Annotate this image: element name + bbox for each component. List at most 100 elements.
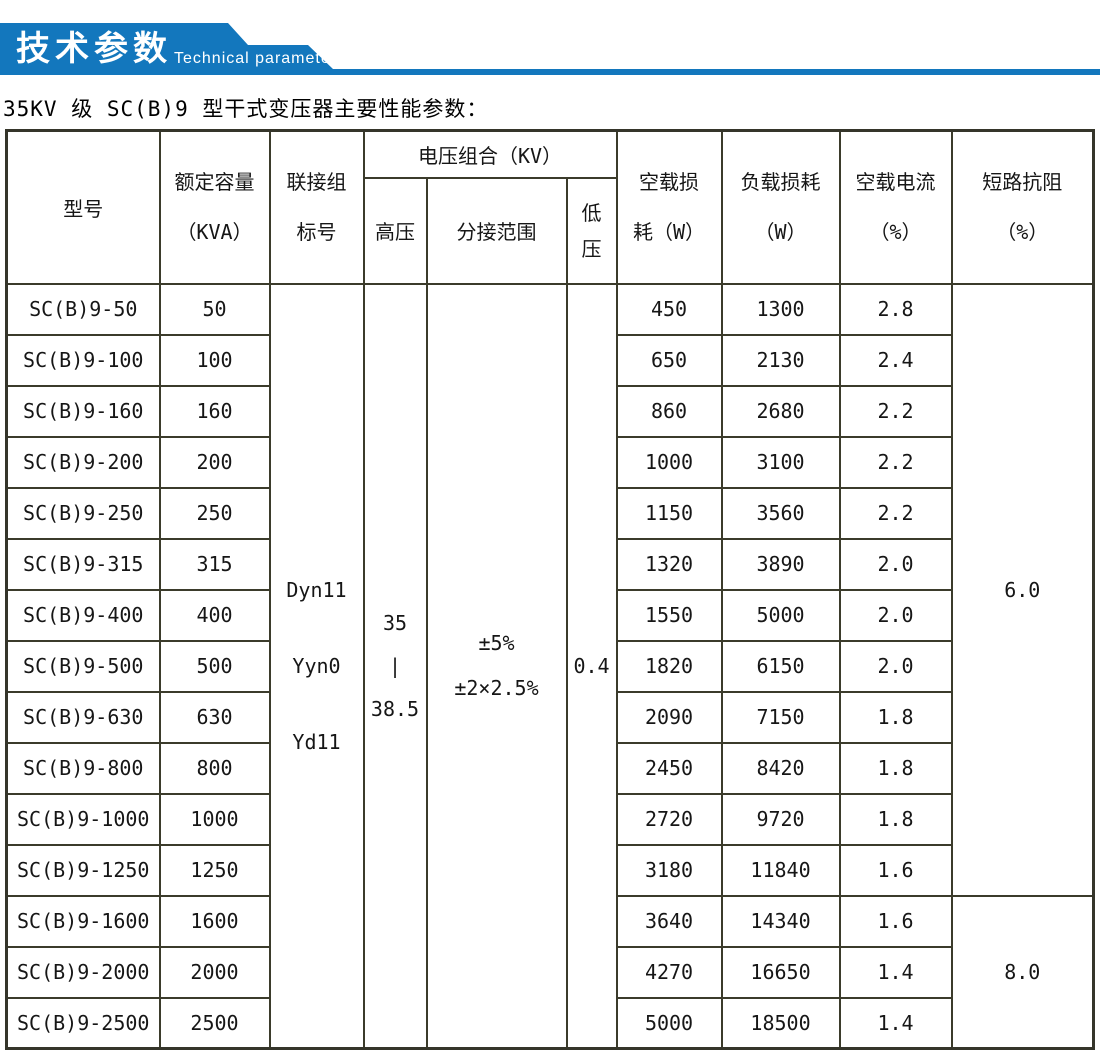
load-loss-cell: 3100 — [720, 435, 841, 489]
table-row: SC(B)9-100 100 650 2130 2.4 — [5, 333, 1094, 387]
no-load-loss-cell: 650 — [615, 333, 723, 387]
capacity-cell: 500 — [158, 639, 271, 693]
no-load-current-cell: 2.0 — [838, 537, 953, 591]
no-load-loss-cell: 1550 — [615, 588, 723, 642]
model-cell: SC(B)9-400 — [5, 588, 161, 642]
model-cell: SC(B)9-160 — [5, 384, 161, 438]
banner-title-cn: 技术参数 — [16, 30, 172, 68]
no-load-current-cell: 2.4 — [838, 333, 953, 387]
tap-range-merged-cell: ±5% ±2×2.5% — [425, 282, 568, 1050]
col-header-no-load-loss: 空载损 耗（W） — [615, 129, 723, 285]
no-load-loss-cell: 3640 — [615, 894, 723, 948]
table-caption: 35KV 级 SC(B)9 型干式变压器主要性能参数： — [3, 97, 489, 121]
table-row: SC(B)9-315 315 1320 3890 2.0 — [5, 537, 1094, 591]
col-header-tap-range: 分接范围 — [425, 176, 568, 285]
capacity-cell: 50 — [158, 282, 271, 336]
no-load-current-cell: 1.4 — [838, 945, 953, 999]
model-cell: SC(B)9-2500 — [5, 996, 161, 1050]
model-cell: SC(B)9-1000 — [5, 792, 161, 846]
no-load-loss-cell: 2720 — [615, 792, 723, 846]
col-header-model: 型号 — [5, 129, 161, 285]
capacity-cell: 315 — [158, 537, 271, 591]
no-load-loss-cell: 860 — [615, 384, 723, 438]
banner-title-en: Technical parameter — [174, 50, 338, 67]
load-loss-cell: 16650 — [720, 945, 841, 999]
capacity-cell: 1600 — [158, 894, 271, 948]
table-row: SC(B)9-2500 2500 5000 18500 1.4 — [5, 996, 1094, 1050]
table-row: SC(B)9-1250 1250 3180 11840 1.6 — [5, 843, 1094, 897]
model-cell: SC(B)9-630 — [5, 690, 161, 744]
section-banner: 技术参数 Technical parameter — [0, 0, 1100, 75]
table-row: SC(B)9-500 500 1820 6150 2.0 — [5, 639, 1094, 693]
col-header-lv: 低 压 — [565, 176, 618, 285]
no-load-current-cell: 1.8 — [838, 690, 953, 744]
no-load-current-cell: 1.8 — [838, 741, 953, 795]
load-loss-cell: 3560 — [720, 486, 841, 540]
load-loss-cell: 6150 — [720, 639, 841, 693]
table-row: SC(B)9-1600 1600 3640 14340 1.6 8.0 — [5, 894, 1095, 1050]
load-loss-cell: 2680 — [720, 384, 841, 438]
table-row: SC(B)9-1000 1000 2720 9720 1.8 — [5, 792, 1094, 846]
capacity-cell: 2500 — [158, 996, 271, 1050]
col-header-capacity: 额定容量 （KVA） — [158, 129, 271, 285]
col-header-impedance: 短路抗阻 （%） — [950, 129, 1095, 285]
capacity-cell: 630 — [158, 690, 271, 744]
model-cell: SC(B)9-800 — [5, 741, 161, 795]
no-load-loss-cell: 2450 — [615, 741, 723, 795]
no-load-loss-cell: 4270 — [615, 945, 723, 999]
col-header-voltage-combo: 电压组合（KV） — [362, 129, 618, 179]
no-load-loss-cell: 1000 — [615, 435, 723, 489]
no-load-current-cell: 1.8 — [838, 792, 953, 846]
capacity-cell: 160 — [158, 384, 271, 438]
no-load-current-cell: 2.2 — [838, 384, 953, 438]
load-loss-cell: 11840 — [720, 843, 841, 897]
lv-merged-cell: 0.4 — [565, 282, 618, 1050]
model-cell: SC(B)9-500 — [5, 639, 161, 693]
capacity-cell: 1250 — [158, 843, 271, 897]
table-row: SC(B)9-2000 2000 4270 16650 1.4 — [5, 945, 1094, 999]
no-load-current-cell: 1.4 — [838, 996, 953, 1050]
no-load-current-cell: 1.6 — [838, 894, 953, 948]
no-load-current-cell: 2.0 — [838, 639, 953, 693]
col-header-connection: 联接组 标号 — [268, 129, 365, 285]
no-load-loss-cell: 5000 — [615, 996, 723, 1050]
load-loss-cell: 3890 — [720, 537, 841, 591]
no-load-current-cell: 2.2 — [838, 486, 953, 540]
load-loss-cell: 8420 — [720, 741, 841, 795]
table-row: SC(B)9-400 400 1550 5000 2.0 — [5, 588, 1094, 642]
load-loss-cell: 5000 — [720, 588, 841, 642]
model-cell: SC(B)9-2000 — [5, 945, 161, 999]
col-header-hv: 高压 — [362, 176, 428, 285]
capacity-cell: 100 — [158, 333, 271, 387]
hv-merged-cell: 35 | 38.5 — [362, 282, 428, 1050]
load-loss-cell: 2130 — [720, 333, 841, 387]
col-header-no-load-current: 空载电流 （%） — [838, 129, 953, 285]
col-header-load-loss: 负载损耗 （W） — [720, 129, 841, 285]
capacity-cell: 1000 — [158, 792, 271, 846]
no-load-loss-cell: 450 — [615, 282, 723, 336]
capacity-cell: 200 — [158, 435, 271, 489]
no-load-loss-cell: 1820 — [615, 639, 723, 693]
load-loss-cell: 9720 — [720, 792, 841, 846]
capacity-cell: 2000 — [158, 945, 271, 999]
table-row: SC(B)9-250 250 1150 3560 2.2 — [5, 486, 1094, 540]
no-load-current-cell: 2.2 — [838, 435, 953, 489]
table-row: SC(B)9-630 630 2090 7150 1.8 — [5, 690, 1094, 744]
table-row: SC(B)9-160 160 860 2680 2.2 — [5, 384, 1094, 438]
load-loss-cell: 1300 — [720, 282, 841, 336]
no-load-current-cell: 2.0 — [838, 588, 953, 642]
model-cell: SC(B)9-1600 — [5, 894, 161, 948]
no-load-loss-cell: 2090 — [615, 690, 723, 744]
connection-merged-cell: Dyn11 Yyn0 Yd11 — [268, 282, 365, 1050]
capacity-cell: 800 — [158, 741, 271, 795]
no-load-current-cell: 2.8 — [838, 282, 953, 336]
capacity-cell: 250 — [158, 486, 271, 540]
model-cell: SC(B)9-1250 — [5, 843, 161, 897]
no-load-loss-cell: 3180 — [615, 843, 723, 897]
capacity-cell: 400 — [158, 588, 271, 642]
model-cell: SC(B)9-100 — [5, 333, 161, 387]
no-load-loss-cell: 1320 — [615, 537, 723, 591]
table-row: SC(B)9-200 200 1000 3100 2.2 — [5, 435, 1094, 489]
model-cell: SC(B)9-315 — [5, 537, 161, 591]
